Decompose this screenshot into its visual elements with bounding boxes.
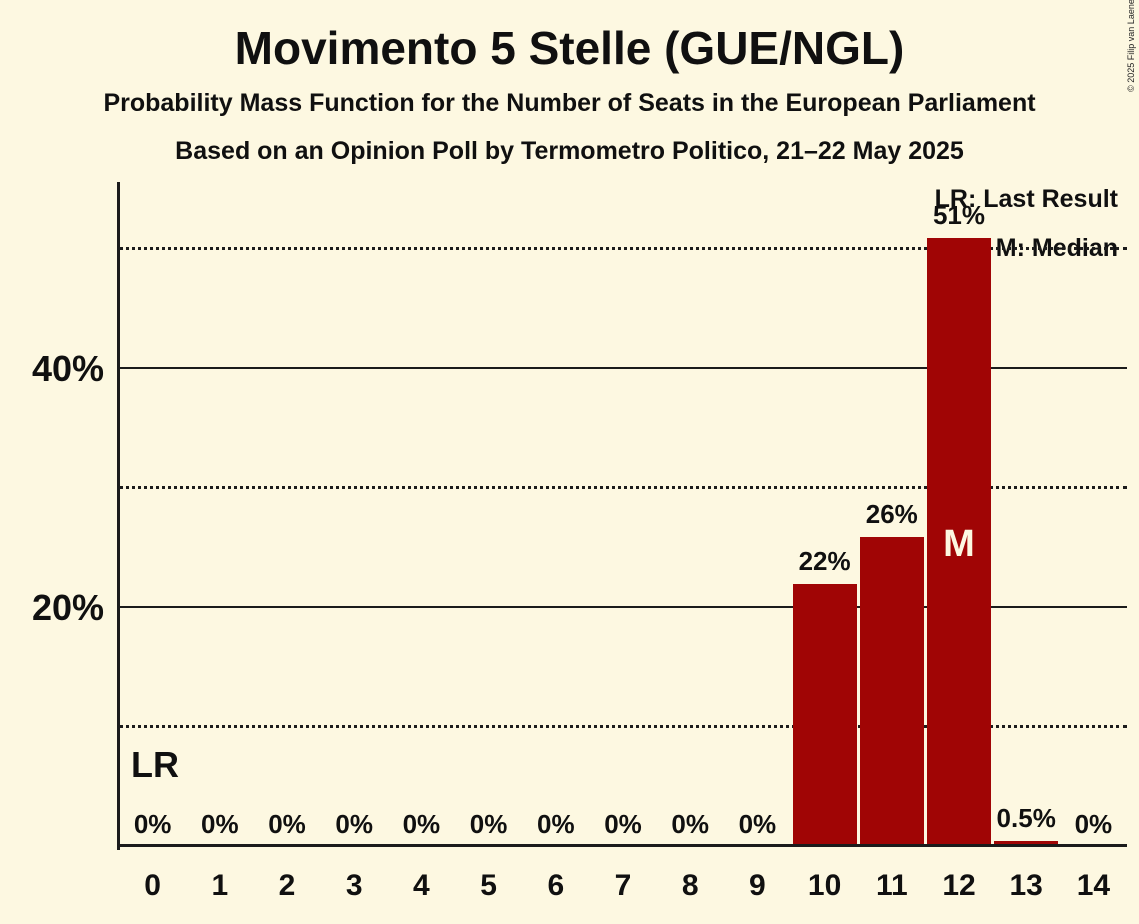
gridline-40 <box>119 367 1127 370</box>
x-tick-label-1: 1 <box>211 869 229 902</box>
bar-value-label-11: 26% <box>865 498 918 529</box>
x-tick-label-11: 11 <box>875 869 908 902</box>
y-axis-line <box>117 182 120 850</box>
bar-value-label-3: 0% <box>335 809 373 839</box>
x-tick-label-5: 5 <box>480 869 497 902</box>
bar-value-label-9: 0% <box>738 809 777 839</box>
gridline-10 <box>119 724 1127 728</box>
bar-value-label-2: 0% <box>268 809 306 839</box>
x-tick-label-6: 6 <box>547 869 565 902</box>
gridline-20 <box>119 606 1127 609</box>
x-tick-label-3: 3 <box>345 869 363 902</box>
bar-value-label-5: 0% <box>469 809 508 839</box>
chart-title: Movimento 5 Stelle (GUE/NGL) <box>234 22 905 74</box>
x-tick-label-8: 8 <box>681 869 699 902</box>
gridline-50 <box>119 247 1127 250</box>
x-tick-label-9: 9 <box>749 869 766 902</box>
bar-value-label-13: 0.5% <box>996 803 1056 834</box>
x-tick-label-13: 13 <box>1009 869 1043 902</box>
x-tick-label-14: 14 <box>1076 869 1111 902</box>
gridline-30 <box>119 485 1127 489</box>
bar-value-label-4: 0% <box>402 809 441 839</box>
chart-source-line: Based on an Opinion Poll by Termometro P… <box>175 137 964 165</box>
x-tick-label-7: 7 <box>614 869 632 902</box>
bar-value-label-14: 0% <box>1074 809 1113 839</box>
last-result-marker: LR <box>131 744 179 785</box>
chart-subtitle: Probability Mass Function for the Number… <box>103 89 1036 117</box>
x-tick-label-4: 4 <box>413 869 430 902</box>
y-tick-label-20: 20% <box>31 587 104 629</box>
x-axis-line <box>117 844 1127 847</box>
x-tick-label-2: 2 <box>278 869 296 902</box>
x-tick-label-12: 12 <box>942 869 976 902</box>
x-tick-label-10: 10 <box>807 869 842 902</box>
legend-last-result: LR: Last Result <box>934 185 1118 213</box>
y-tick-label-40: 40% <box>31 348 104 390</box>
bar-value-label-1: 0% <box>201 809 239 839</box>
bar-12 <box>927 238 991 847</box>
bar-10 <box>792 584 857 847</box>
bar-value-label-8: 0% <box>671 809 709 839</box>
bar-value-label-12: 51% <box>932 200 986 231</box>
bar-value-label-0: 0% <box>133 809 172 839</box>
median-marker: M <box>943 523 975 565</box>
copyright-notice: © 2025 Filip van Laenen <box>1126 0 1136 92</box>
bar-value-label-7: 0% <box>604 809 642 839</box>
bar-value-label-6: 0% <box>537 809 575 839</box>
plot-area: 20% 40% 0% 0 0% 1 0% 2 0% 3 0% 4 0% 5 0% 6 0% 7 0% 8 0% 9 22% 1… <box>32 182 1127 902</box>
x-tick-label-0: 0 <box>144 869 161 902</box>
bar-value-label-10: 22% <box>798 546 851 577</box>
bar-11 <box>859 536 924 847</box>
